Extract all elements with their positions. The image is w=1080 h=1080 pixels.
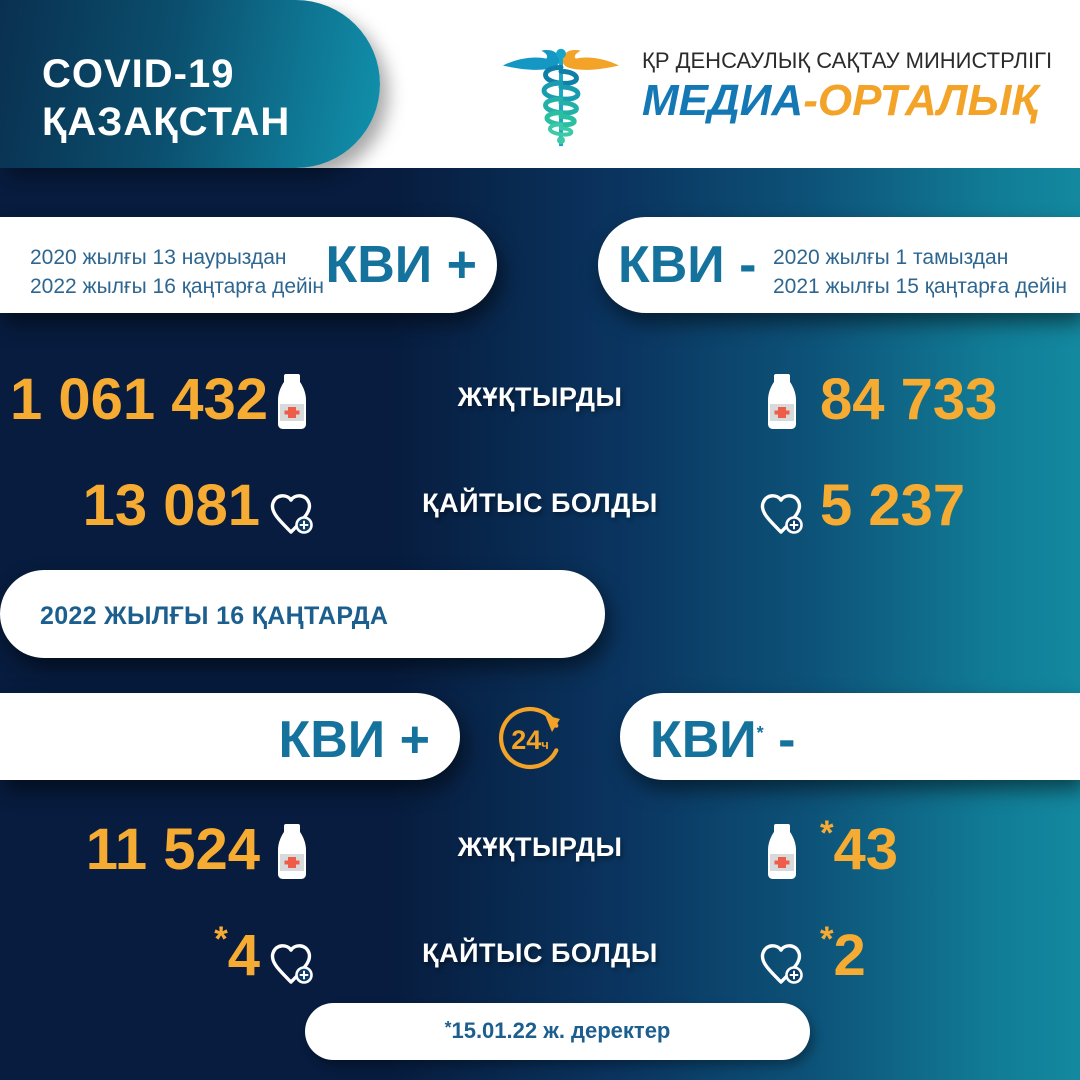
svg-text:24ч: 24ч	[511, 725, 549, 755]
